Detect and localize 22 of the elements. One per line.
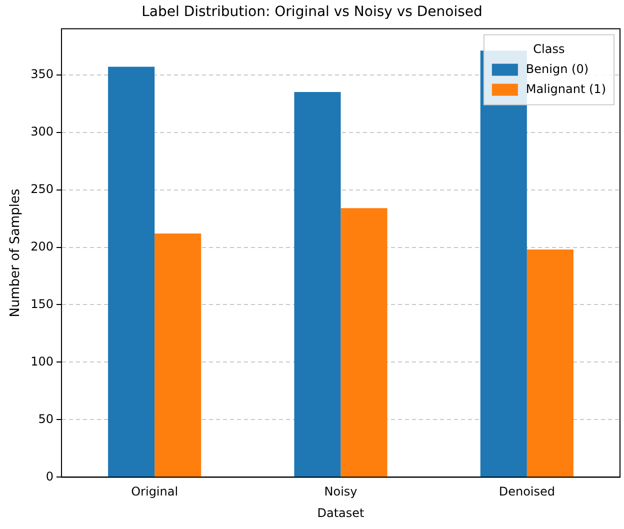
x-tick-label: Noisy bbox=[324, 484, 358, 499]
x-tick-label: Original bbox=[131, 484, 178, 499]
legend-title: Class bbox=[533, 42, 565, 56]
bar bbox=[526, 250, 574, 477]
y-axis-title: Number of Samples bbox=[8, 188, 24, 318]
chart-title: Label Distribution: Original vs Noisy vs Denoised bbox=[142, 4, 482, 20]
bar bbox=[340, 208, 388, 477]
bar bbox=[108, 66, 155, 477]
y-tick-label: 150 bbox=[30, 296, 54, 311]
x-axis-title: Dataset bbox=[317, 506, 365, 520]
legend-label: Malignant (1) bbox=[526, 82, 606, 96]
y-tick-label: 250 bbox=[30, 182, 54, 196]
y-tick-label: 50 bbox=[38, 412, 54, 426]
y-tick-label: 100 bbox=[30, 354, 54, 368]
y-tick-label: 300 bbox=[30, 124, 54, 138]
legend-label: Benign (0) bbox=[526, 62, 589, 76]
y-tick-label: 350 bbox=[30, 66, 54, 81]
y-tick-label: 200 bbox=[30, 239, 54, 254]
bar bbox=[294, 92, 341, 477]
bar bbox=[154, 233, 202, 477]
x-tick-label: Denoised bbox=[498, 484, 555, 499]
y-tick-label: 0 bbox=[46, 469, 54, 484]
